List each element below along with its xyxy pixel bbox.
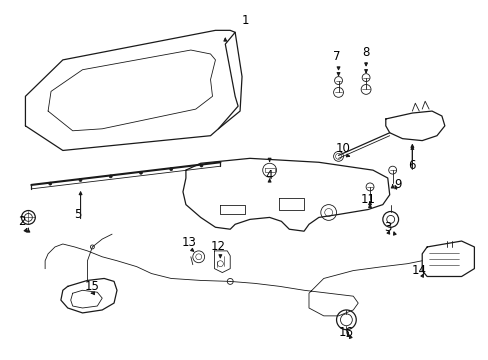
Text: 2: 2 [18, 215, 25, 228]
Text: 10: 10 [335, 142, 350, 155]
Text: 16: 16 [338, 326, 353, 339]
Text: 7: 7 [332, 50, 340, 63]
Text: 5: 5 [74, 208, 81, 221]
Text: 11: 11 [360, 193, 375, 206]
Circle shape [49, 182, 52, 185]
Text: 14: 14 [411, 264, 426, 277]
Text: 12: 12 [210, 240, 225, 253]
Text: 9: 9 [393, 179, 401, 192]
Circle shape [79, 179, 82, 181]
Text: 3: 3 [383, 221, 390, 234]
Text: 1: 1 [241, 14, 248, 27]
Circle shape [169, 168, 172, 171]
Text: 8: 8 [362, 45, 369, 59]
Text: 4: 4 [265, 168, 273, 181]
Circle shape [139, 171, 142, 174]
Text: 13: 13 [181, 235, 196, 248]
Text: 15: 15 [85, 280, 100, 293]
Text: 6: 6 [408, 159, 415, 172]
Circle shape [200, 164, 203, 167]
Circle shape [109, 175, 112, 178]
